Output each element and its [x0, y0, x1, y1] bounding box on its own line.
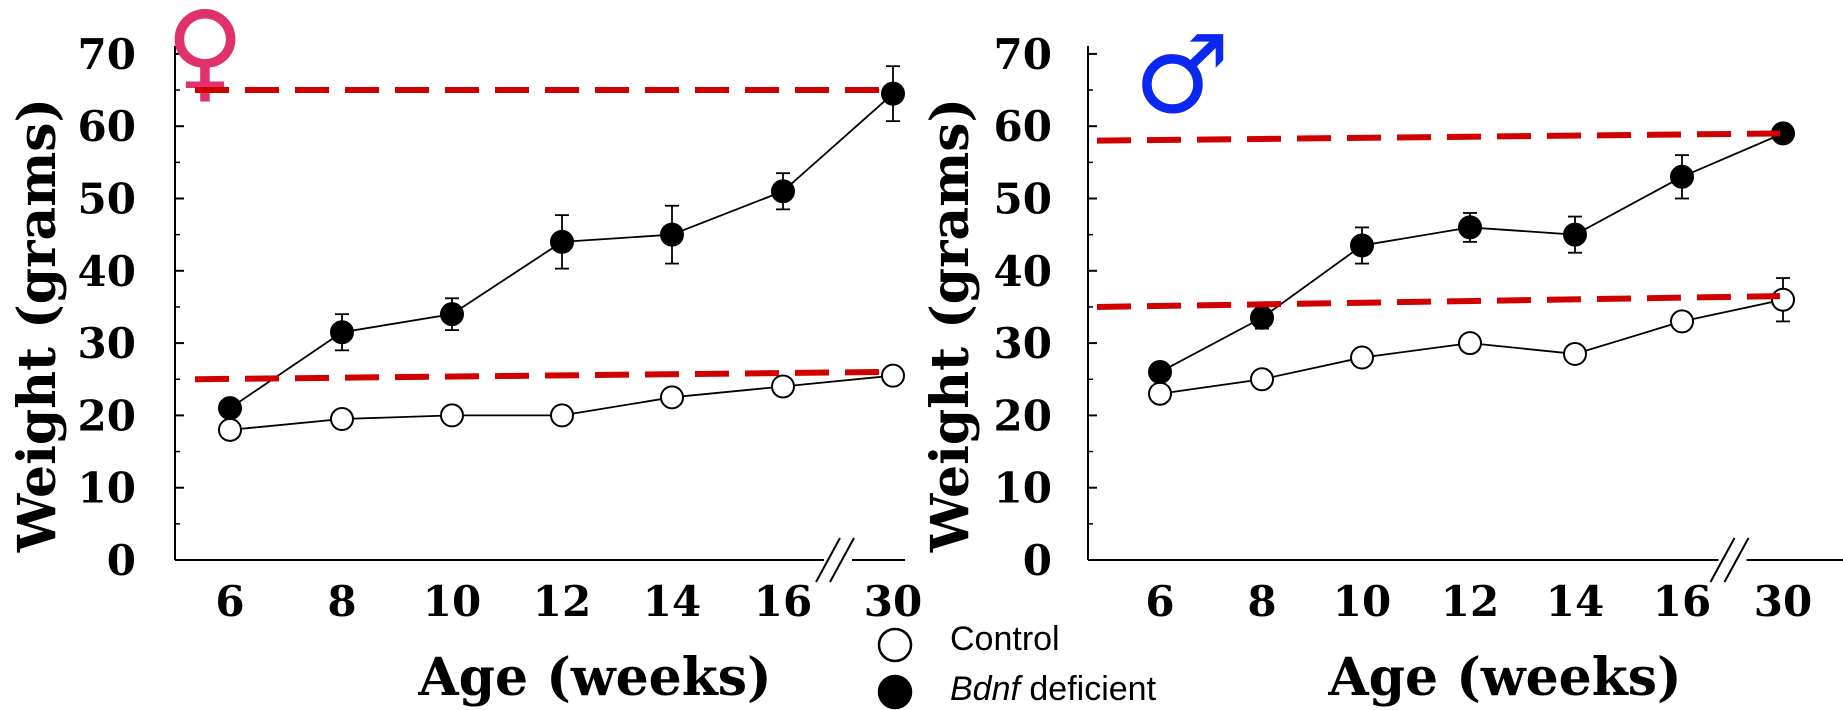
control-data-point [218, 417, 242, 442]
male-weight-chart: 0 10 20 30 40 50 60 70 6 8 10 12 14 16 30 Age (weeks) We… [920, 13, 1843, 708]
deficient-data-point [1148, 360, 1172, 385]
x-tick-label: 16 [754, 577, 812, 626]
y-tick-label: 40 [78, 247, 136, 296]
y-tick-label: 10 [994, 464, 1052, 513]
deficient-data-point [771, 179, 795, 204]
reference-dashed-line [194, 369, 881, 383]
y-tick-label: 30 [78, 319, 136, 368]
x-tick-label: 8 [1247, 577, 1276, 626]
x-tick-label: 8 [327, 577, 356, 626]
control-data-point [1350, 345, 1374, 370]
deficient-data-point [1563, 222, 1587, 247]
y-axis-title: Weight (grams) [7, 98, 68, 553]
legend-deficient-suffix: deficient [1020, 670, 1157, 708]
control-data-point [1670, 309, 1694, 334]
y-tick-label: 70 [78, 30, 136, 79]
x-tick-label: 10 [1333, 577, 1391, 626]
control-data-point [550, 403, 574, 428]
x-tick-label: 30 [864, 577, 922, 626]
axis-break-mark [1723, 537, 1750, 583]
y-tick-label: 70 [994, 30, 1052, 79]
legend-control-marker [877, 627, 913, 663]
deficient-data-point [660, 222, 684, 247]
x-tick-label: 6 [215, 577, 244, 626]
y-tick-label: 10 [78, 464, 136, 513]
y-tick-label: 40 [994, 247, 1052, 296]
x-tick-label: 12 [533, 577, 591, 626]
female-symbol-icon: ♀ [165, 0, 244, 114]
y-tick-label: 50 [994, 175, 1052, 224]
reference-dashed-line [1096, 293, 1781, 310]
control-data-point [440, 403, 464, 428]
x-tick-label: 14 [1546, 577, 1604, 626]
legend-deficient-gene: Bdnf [950, 670, 1023, 708]
deficient-data-point [1458, 215, 1482, 240]
y-tick-label: 20 [994, 391, 1052, 440]
axis-break-mark [815, 537, 841, 583]
deficient-data-point [881, 81, 905, 106]
control-data-point [771, 374, 795, 399]
deficient-data-point [218, 396, 242, 421]
y-tick-label: 60 [994, 102, 1052, 151]
x-tick-label: 16 [1653, 577, 1711, 626]
deficient-data-point [330, 320, 354, 345]
x-tick-label: 10 [423, 577, 481, 626]
legend-control-label: Control [950, 620, 1060, 658]
deficient-data-point [440, 302, 464, 327]
legend: Control Bdnf deficient [877, 620, 1157, 710]
deficient-data-point [1670, 164, 1694, 189]
x-tick-label: 30 [1754, 577, 1812, 626]
x-tick-label: 6 [1145, 577, 1174, 626]
y-axis-title: Weight (grams) [920, 98, 981, 553]
control-data-point [1250, 367, 1274, 392]
x-axis-title: Age (weeks) [1327, 647, 1681, 708]
x-axis-title: Age (weeks) [417, 647, 771, 708]
x-tick-label: 12 [1441, 577, 1499, 626]
y-tick-label: 20 [78, 391, 136, 440]
y-tick-label: 0 [1023, 536, 1052, 585]
deficient-data-point [1350, 233, 1374, 258]
control-data-point [881, 363, 905, 388]
x-tick-label: 14 [643, 577, 701, 626]
male-symbol-icon: ♂ [1134, 13, 1231, 138]
legend-deficient-marker [877, 674, 913, 710]
axis-break-mark [829, 537, 855, 583]
control-data-point [1458, 331, 1482, 356]
reference-dashed-line [1096, 130, 1781, 144]
y-tick-label: 0 [107, 536, 136, 585]
deficient-data-point [550, 229, 574, 254]
y-tick-label: 60 [78, 102, 136, 151]
female-weight-chart: 0 10 20 30 40 50 60 70 6 8 10 12 14 16 30 Age (weeks) We… [7, 0, 922, 708]
axis-break-mark [1709, 537, 1736, 583]
control-data-point [330, 407, 354, 432]
deficient-data-point [1250, 305, 1274, 330]
legend-deficient-label: Bdnf deficient [950, 670, 1157, 708]
y-tick-label: 50 [78, 175, 136, 224]
control-data-point [660, 385, 684, 410]
y-tick-label: 30 [994, 319, 1052, 368]
control-data-point [1148, 381, 1172, 406]
control-data-point [1563, 341, 1587, 366]
control-data-point [1771, 287, 1795, 312]
